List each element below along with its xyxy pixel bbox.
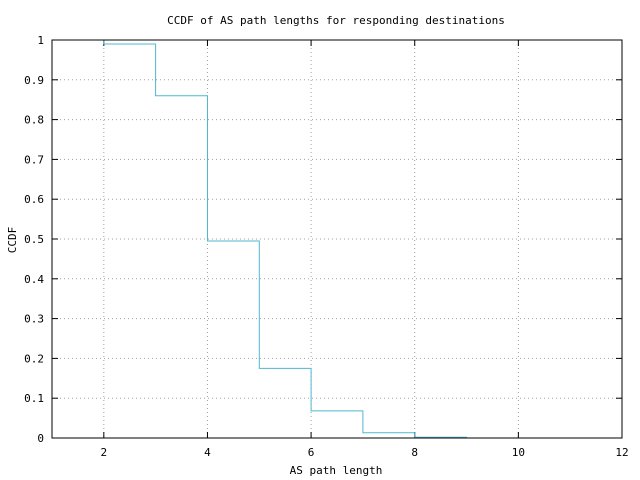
x-tick-label: 10: [512, 446, 525, 459]
x-tick-label: 6: [308, 446, 315, 459]
y-tick-label: 0.8: [24, 114, 44, 127]
y-tick-label: 0.9: [24, 74, 44, 87]
y-tick-label: 0.3: [24, 313, 44, 326]
x-tick-label: 2: [101, 446, 108, 459]
y-tick-label: 1: [37, 34, 44, 47]
y-tick-label: 0.6: [24, 193, 44, 206]
y-tick-label: 0.4: [24, 273, 44, 286]
y-tick-label: 0: [37, 432, 44, 445]
grid: [52, 40, 622, 438]
ccdf-step-line: [103, 40, 622, 439]
x-axis-label: AS path length: [290, 464, 383, 477]
chart-title: CCDF of AS path lengths for responding d…: [167, 14, 505, 27]
y-tick-label: 0.2: [24, 352, 44, 365]
x-tick-label: 4: [204, 446, 211, 459]
y-axis-label: CCDF: [6, 227, 19, 254]
plot-frame: [51, 39, 623, 439]
y-tick-label: 0.5: [24, 233, 44, 246]
x-tick-label: 8: [411, 446, 418, 459]
y-tick-label: 0.1: [24, 392, 44, 405]
x-tick-label: 12: [615, 446, 628, 459]
y-tick-label: 0.7: [24, 153, 44, 166]
series: [103, 40, 622, 439]
ticks: 00.10.20.30.40.50.60.70.80.912 4 6 8 10 12: [24, 34, 629, 459]
